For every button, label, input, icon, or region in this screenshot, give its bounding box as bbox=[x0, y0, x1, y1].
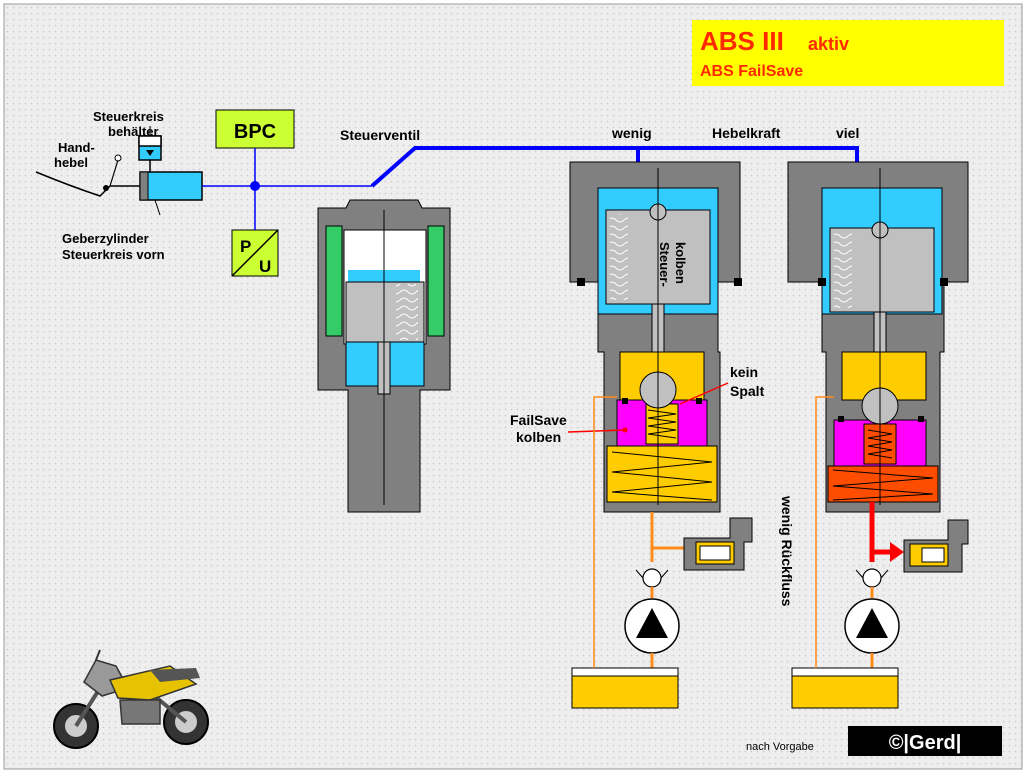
bpc-box: BPC bbox=[215, 109, 295, 149]
control-valve bbox=[317, 199, 451, 513]
label-steuerkolben-2: kolben bbox=[673, 242, 688, 284]
pu-box: P U bbox=[231, 229, 279, 277]
unit-viel bbox=[787, 161, 969, 513]
unit2-hydraulics bbox=[791, 396, 969, 709]
title-line2: ABS FailSave bbox=[700, 63, 803, 80]
junction-dot bbox=[250, 181, 260, 191]
label-handhebel-2: hebel bbox=[54, 155, 88, 170]
label-steuerkolben-1: Steuer- bbox=[657, 242, 672, 287]
pu-p-label: P bbox=[240, 237, 251, 256]
logo-text: ©|Gerd| bbox=[889, 732, 962, 754]
label-viel: viel bbox=[836, 125, 859, 141]
unit1-hydraulics bbox=[571, 396, 753, 709]
label-steuerkreis-1: Steuerkreis bbox=[93, 109, 164, 124]
label-steuerkreis-2: behälter bbox=[108, 124, 159, 139]
label-hebelkraft: Hebelkraft bbox=[712, 125, 781, 141]
pu-u-label: U bbox=[259, 257, 271, 276]
title-suffix: aktiv bbox=[808, 34, 849, 54]
unit-wenig bbox=[569, 161, 742, 513]
label-failsave-2: kolben bbox=[516, 429, 561, 445]
label-geberzylinder-1: Geberzylinder bbox=[62, 231, 149, 246]
label-geberzylinder-2: Steuerkreis vorn bbox=[62, 247, 165, 262]
title-box: ABS III aktiv ABS FailSave bbox=[692, 20, 1004, 86]
valve-seal-left bbox=[325, 225, 343, 337]
pressure-arrow-icon bbox=[890, 542, 904, 562]
label-failsave-1: FailSave bbox=[510, 412, 567, 428]
label-nach-vorgabe: nach Vorgabe bbox=[746, 741, 814, 753]
hand-lever bbox=[35, 171, 111, 197]
unit2-check-valve bbox=[862, 568, 882, 588]
motorcycle-image bbox=[53, 649, 209, 749]
label-wenig: wenig bbox=[611, 125, 652, 141]
master-cylinder bbox=[139, 171, 203, 201]
label-handhebel-1: Hand- bbox=[58, 140, 95, 155]
label-kein-spalt-2: Spalt bbox=[730, 383, 765, 399]
label-kein-spalt-1: kein bbox=[730, 364, 758, 380]
unit1-check-valve bbox=[642, 568, 662, 588]
label-steuerventil: Steuerventil bbox=[340, 127, 420, 143]
gerd-logo: ©|Gerd| bbox=[848, 726, 1002, 756]
pointer-failsave bbox=[567, 429, 626, 433]
bpc-label: BPC bbox=[234, 121, 276, 143]
reservoir-arrow-icon bbox=[146, 150, 154, 156]
valve-seal-right bbox=[427, 225, 445, 337]
label-wenig-rueckfluss: wenig Rückfluss bbox=[779, 495, 795, 607]
pointer-kein-spalt bbox=[679, 382, 729, 405]
title-main: ABS III bbox=[700, 26, 784, 56]
